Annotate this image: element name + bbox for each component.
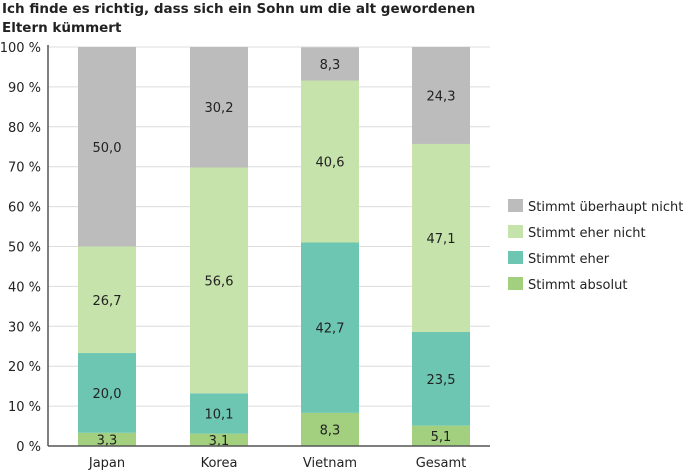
- bar-segment: [190, 47, 248, 168]
- legend-swatch: [508, 225, 523, 238]
- bar-segment: [78, 246, 136, 354]
- bar-segment: [412, 331, 470, 426]
- bar-segment: [412, 47, 470, 144]
- bar-segment: [78, 353, 136, 433]
- legend-label: Stimmt eher: [528, 252, 610, 267]
- y-tick-label: 70 %: [8, 161, 41, 176]
- data-label: 56,6: [205, 274, 234, 289]
- bar-segment: [78, 47, 136, 247]
- bar-segment: [412, 425, 470, 446]
- x-tick-label: Vietnam: [303, 456, 357, 471]
- legend-swatch: [508, 199, 523, 212]
- x-tick-label: Korea: [201, 456, 238, 471]
- data-label: 47,1: [427, 232, 456, 247]
- data-label: 8,3: [320, 58, 341, 73]
- y-tick-label: 40 %: [8, 280, 41, 295]
- y-tick-label: 80 %: [8, 121, 41, 136]
- data-label: 26,7: [93, 294, 122, 309]
- bar-segment: [190, 167, 248, 394]
- legend-swatch: [508, 251, 523, 264]
- legend-swatch: [508, 277, 523, 290]
- data-label: 20,0: [93, 387, 122, 402]
- legend-label: Stimmt überhaupt nicht: [528, 200, 683, 215]
- bar-segment: [190, 433, 248, 446]
- bar-segment: [78, 432, 136, 446]
- bar-segment: [301, 412, 359, 446]
- data-label: 50,0: [93, 141, 122, 156]
- data-label: 10,1: [205, 407, 234, 422]
- bar-segment: [190, 393, 248, 434]
- data-label: 3,1: [209, 434, 230, 449]
- data-label: 24,3: [427, 89, 456, 104]
- bar-segment: [301, 80, 359, 243]
- y-tick-label: 100 %: [0, 41, 41, 56]
- x-tick-label: Japan: [88, 456, 125, 471]
- data-label: 3,3: [97, 433, 118, 448]
- bar-segment: [301, 47, 359, 81]
- y-tick-label: 90 %: [8, 81, 41, 96]
- data-label: 23,5: [427, 373, 456, 388]
- y-tick-label: 10 %: [8, 400, 41, 415]
- y-tick-label: 50 %: [8, 241, 41, 256]
- data-label: 40,6: [316, 156, 345, 171]
- y-tick-label: 20 %: [8, 360, 41, 375]
- data-label: 42,7: [316, 322, 345, 337]
- x-tick-label: Gesamt: [416, 456, 467, 471]
- bar-segment: [412, 143, 470, 332]
- legend-label: Stimmt absolut: [528, 278, 627, 293]
- data-label: 30,2: [205, 101, 234, 116]
- y-tick-label: 60 %: [8, 201, 41, 216]
- bar-segment: [301, 242, 359, 413]
- y-tick-label: 0 %: [16, 440, 41, 455]
- y-tick-label: 30 %: [8, 320, 41, 335]
- data-label: 8,3: [320, 423, 341, 438]
- data-label: 5,1: [431, 430, 452, 445]
- legend-label: Stimmt eher nicht: [528, 226, 646, 241]
- chart-title: Ich finde es richtig, dass sich ein Sohn…: [2, 1, 476, 36]
